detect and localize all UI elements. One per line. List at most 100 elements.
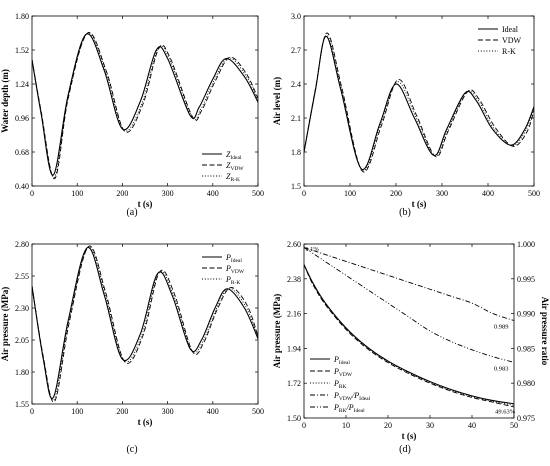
y-tick-label: 2.30 [15,304,29,313]
x-axis-label: t (s) [412,199,427,209]
y-tick-label: 1.5 [291,182,301,191]
legend-entry-main: VDW [502,36,522,45]
x-tick-label: 100 [71,407,83,416]
legend-entry: PR-K [225,275,240,286]
y-tick-label: 3.0 [291,12,301,21]
x-tick-label: 0 [30,407,34,416]
y-right-tick-label: 0.985 [517,344,535,353]
legend-entry-main: Z [226,150,231,159]
chart-panel-d: 0 10 20 30 40 50 1.50 1.72 1.94 2.16 2.38 2.60 0.975… [272,240,550,455]
legend-entry-main: Ideal [502,25,519,34]
x-tick-label: 500 [528,189,540,198]
y-tick-label: 1.24 [15,80,29,89]
y-axis-label: Air pressure (MPa) [272,294,282,369]
legend-entry: ZVDW [226,161,244,172]
legend-entry-sub: VDW [339,372,353,378]
panel-label: (b) [399,207,411,218]
y-axis-label: Water depth (m) [0,69,10,133]
x-tick-label: 30 [426,421,434,430]
legend-entry-main: P [333,403,339,412]
series-line-dashed [32,245,258,403]
series-line-dashdotdot [304,247,514,363]
legend-entry-main: R-K [502,47,516,56]
series-line-solid [304,264,514,405]
y-tick-label: 1.72 [287,379,301,388]
y-right-axis-label: Air pressure ratio [540,297,550,366]
x-tick-label: 100 [344,189,356,198]
x-tick-label: 50 [510,421,518,430]
y-tick-label: 2.16 [287,310,301,319]
legend-entry-sub: RK [339,384,347,390]
x-tick-label: 300 [162,407,174,416]
series-line-solid [32,33,258,176]
x-tick-label: 10 [342,421,350,430]
y-tick-label: 0.68 [15,148,29,157]
x-axis-label: t (s) [138,199,153,209]
y-tick-label: 1.80 [15,368,29,377]
x-tick-label: 400 [207,189,219,198]
y-tick-label: 2.38 [287,275,301,284]
legend-entry: PRK/PIdeal [333,403,365,414]
series-line-dotted [32,32,258,178]
legend-entry-sub: Ideal [230,155,241,161]
series-line-dotted [32,246,258,401]
x-tick-label: 0 [302,189,306,198]
y-right-tick-label: 0.990 [517,310,535,319]
x-tick-label: 400 [207,407,219,416]
y-right-tick-label: 0.980 [517,379,535,388]
legend-entry-sub: Ideal [339,360,350,366]
legend-entry-sub: VDW [230,166,244,172]
y-right-tick-label: 0.995 [517,275,535,284]
legend-entry-main: P [333,379,339,388]
x-tick-label: 40 [468,421,476,430]
x-tick-label: 200 [116,407,128,416]
legend: Ideal VDW R-K [478,25,522,56]
legend-entry-sub2: Ideal [359,396,370,402]
y-tick-label: 2.1 [291,114,301,123]
y-tick-label: 1.55 [15,400,29,409]
legend-entry-sub: VDW [231,269,245,275]
panel-label: (a) [126,207,137,218]
y-axis-label: Air level (m) [272,77,282,125]
y-tick-label: 1.80 [15,12,29,21]
x-tick-label: 400 [482,189,494,198]
plot-frame [31,15,259,187]
legend-entry-sub: Ideal [231,258,242,264]
legend-entry: PVDW/PIdeal [333,391,371,402]
legend-entry-main: Z [226,161,231,170]
legend-entry-sub: R-K [231,280,241,286]
y-tick-label: 0.40 [15,182,29,191]
y-tick-label: 2.80 [15,240,29,249]
plot-frame [303,243,515,419]
legend-entry: PVDW [225,264,245,275]
y-tick-label: 1.50 [287,414,301,423]
legend-entry: R-K [502,47,516,56]
plot-frame [31,243,259,405]
chart-panel-a: 0 100 200 300 400 500 0.40 0.68 0.96 1.24 1.52 1.80… [0,12,264,218]
y-tick-label: 1.52 [15,46,29,55]
annotation-label: 0.983 [494,366,509,373]
annotation-label: 0.989 [494,324,509,331]
legend-entry-main: P [225,253,231,262]
y-right-tick-label: 1.000 [517,240,535,249]
y-tick-label: 2.60 [287,240,301,249]
legend-entry-sub: VDW [339,396,353,402]
y-tick-label: 0.96 [15,114,29,123]
panel-label: (d) [399,444,411,455]
legend-entry: PIdeal [225,253,242,264]
x-tick-label: 0 [302,421,306,430]
y-tick-label: 1.94 [287,344,301,353]
panel-label: (c) [126,444,137,455]
y-tick-label: 2.4 [291,80,301,89]
legend-entry-main: P [225,264,231,273]
series-line-dashdot [304,247,514,321]
series-line-dashed [32,32,258,180]
legend-entry: ZR-K [226,172,240,183]
annotation-label: 1.1% [305,246,319,253]
x-axis-label: t (s) [402,431,417,441]
x-tick-label: 200 [116,189,128,198]
legend-entry-sub2: Ideal [354,408,365,414]
